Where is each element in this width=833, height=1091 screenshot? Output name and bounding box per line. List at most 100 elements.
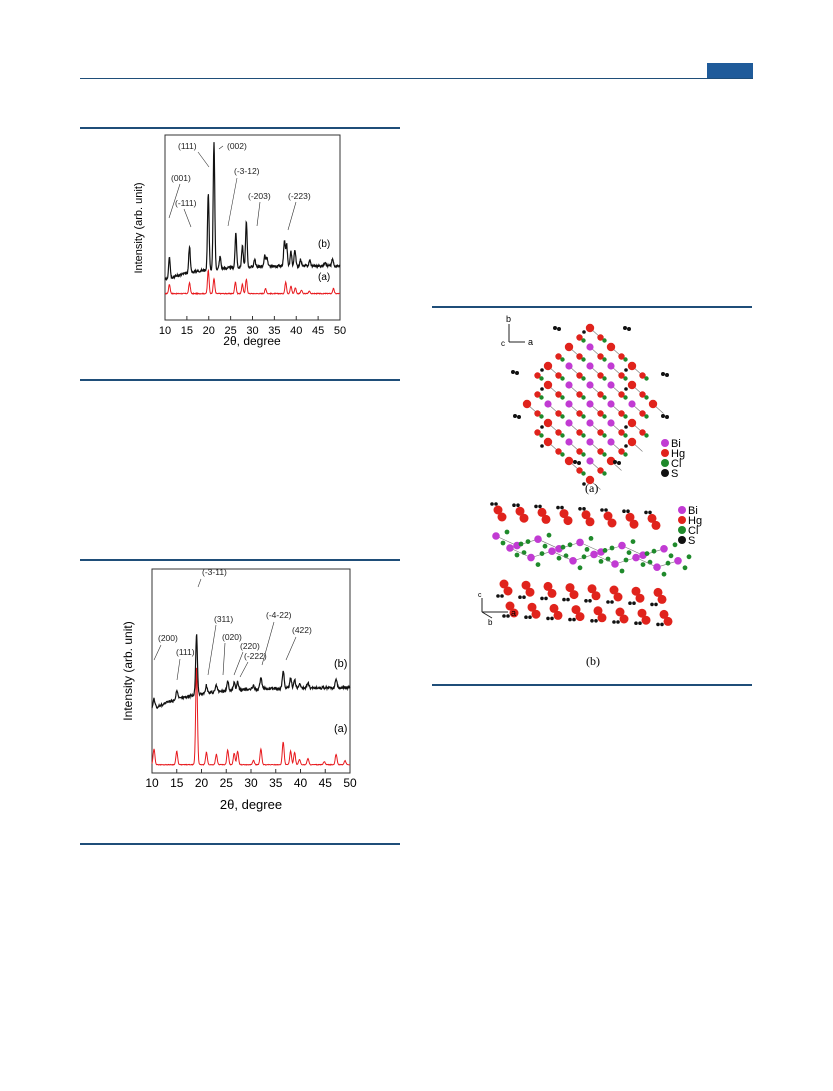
cl-atom [546, 532, 552, 538]
bi-atom [576, 538, 584, 547]
s-atom [613, 460, 617, 464]
hg-atom [497, 512, 507, 522]
bi-atom [607, 381, 615, 389]
bi-atom [660, 545, 668, 553]
cl-atom [661, 571, 667, 577]
hg-atom [639, 429, 646, 436]
hg-atom [555, 448, 562, 455]
hg-atom [575, 612, 585, 622]
figure-2-top-rule [80, 559, 400, 561]
cl-atom [577, 565, 583, 571]
x-tick-label: 15 [170, 776, 184, 790]
bi-atom [607, 419, 615, 427]
cl-atom [581, 554, 587, 560]
hg-atom [519, 513, 529, 523]
hg-atom [576, 448, 583, 455]
s-atom [568, 617, 572, 622]
cl-atom [602, 548, 608, 553]
s-atom [490, 502, 494, 506]
hg-atom [543, 380, 553, 390]
bi-atom [534, 535, 542, 543]
x-tick-label: 40 [294, 776, 308, 790]
cl-atom [560, 433, 565, 438]
cl-atom [581, 338, 586, 343]
axis-label-b: b [506, 314, 511, 324]
cl-atom [602, 414, 607, 419]
cl-atom [560, 414, 565, 419]
x-tick-label: 15 [181, 325, 193, 337]
legend-cl: Cl [671, 458, 681, 470]
s-atom [572, 617, 576, 622]
bi-atom [586, 438, 594, 446]
cl-atom [535, 562, 541, 567]
hg-atom [627, 361, 637, 371]
cl-atom [602, 433, 607, 438]
s-atom [606, 600, 610, 604]
figure-3-top-rule [432, 306, 752, 308]
legend-s: S [688, 535, 695, 547]
peak-label: (-222) [244, 651, 267, 661]
hg-atom [549, 603, 559, 613]
x-tick-label: 25 [225, 325, 237, 337]
hg-atom [597, 613, 607, 623]
cl-atom [539, 551, 545, 556]
peak-label: (311) [214, 614, 233, 624]
cl-atom [602, 376, 607, 381]
bi-atom [544, 400, 552, 408]
hg-atom [499, 579, 509, 589]
hg-atom [639, 372, 646, 379]
axis-label-c: c [501, 339, 505, 348]
s-atom [594, 619, 598, 623]
hg-atom [619, 614, 629, 624]
hg-atom [576, 429, 583, 436]
cl-atom [644, 433, 649, 438]
cl-atom [644, 414, 649, 419]
s-atom [624, 368, 628, 372]
s-atom [553, 326, 557, 330]
hg-atom [522, 399, 532, 409]
hg-atom [571, 605, 581, 615]
s-atom [540, 596, 544, 601]
hg-atom [629, 519, 639, 529]
peak-label: (111) [176, 647, 195, 657]
series-a-line [151, 667, 350, 766]
s-atom [624, 444, 628, 448]
legend-bi: Bi [688, 505, 698, 517]
hg-atom [534, 391, 541, 398]
peak-label: (-223) [288, 191, 311, 201]
s-atom [665, 373, 669, 377]
hg-atom [641, 615, 651, 625]
axis-label-b: b [488, 618, 493, 627]
cl-atom [539, 376, 544, 381]
cl-atom [581, 376, 586, 381]
s-atom [522, 595, 526, 599]
peak-label: (111) [178, 141, 197, 151]
cl-atom [581, 433, 586, 438]
x-tick-label: 10 [159, 325, 171, 337]
cl-atom [686, 554, 692, 560]
s-atom [534, 504, 538, 509]
bond [551, 550, 574, 562]
cl-atom [623, 557, 629, 563]
bi-atom [565, 419, 573, 427]
bi-atom [586, 457, 594, 465]
cl-atom [640, 562, 646, 567]
cl-atom [560, 544, 566, 550]
peak-label: (220) [240, 641, 260, 651]
axis-label-c: c [478, 592, 482, 599]
legend-hg: Hg [671, 448, 685, 460]
figure-2-bottom-rule [80, 843, 400, 845]
hg-atom [659, 609, 669, 619]
bi-atom [632, 553, 640, 562]
panel-a-caption: (a) [585, 481, 598, 495]
x-tick-label: 10 [145, 776, 159, 790]
hg-atom [585, 323, 595, 333]
s-atom [588, 599, 592, 603]
cl-atom [539, 395, 544, 400]
hg-atom [597, 372, 604, 379]
structure-panel-a: b c a Bi Hg Cl S (a) [501, 314, 685, 495]
series-a-line [164, 268, 341, 296]
hg-atom [637, 608, 647, 618]
s-atom [513, 414, 517, 418]
cl-atom [560, 452, 565, 457]
